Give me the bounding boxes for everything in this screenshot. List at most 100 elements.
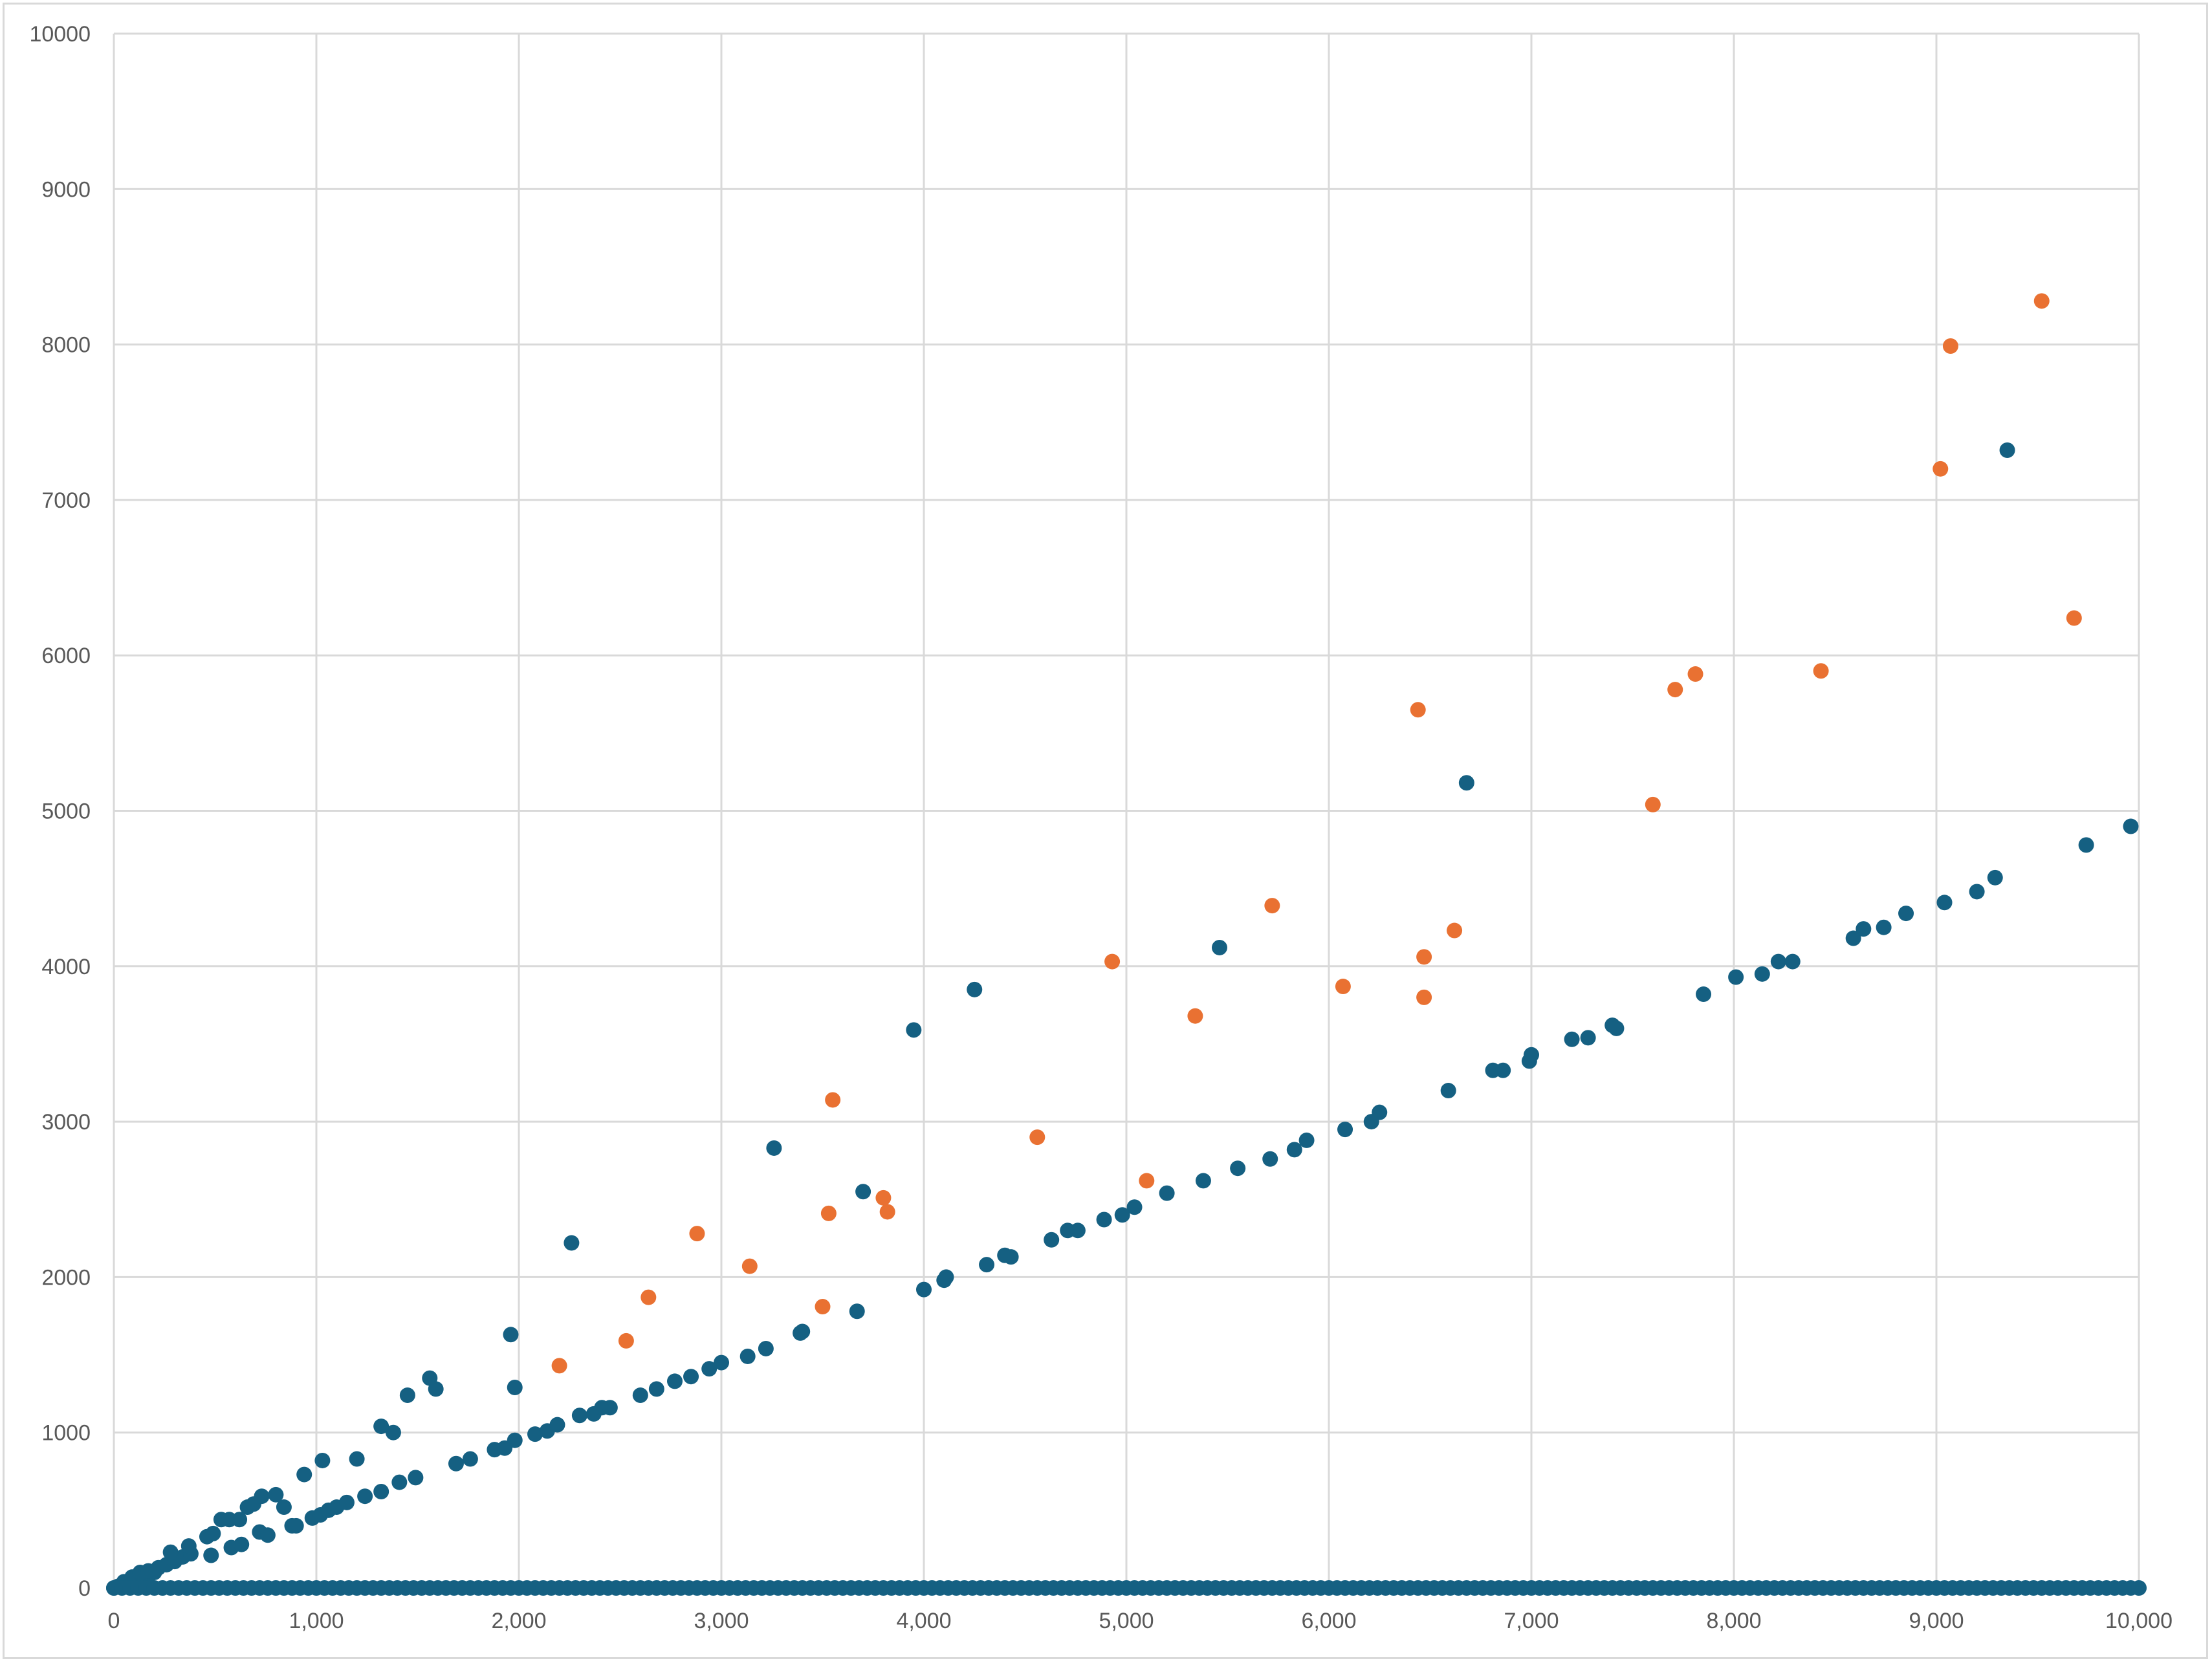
data-point (2033, 293, 2050, 309)
data-point (551, 1358, 567, 1374)
data-point (448, 1455, 464, 1472)
data-point (408, 1470, 424, 1486)
data-point (1754, 966, 1770, 982)
tick-labels: 0 1,000 2,000 3,000 4,000 5,000 6,000 7,000 8,00… (29, 22, 2173, 1633)
y-tick-label: 7000 (41, 488, 91, 513)
data-point (855, 1184, 871, 1200)
data-point (507, 1380, 523, 1396)
x-tick-label: 3,000 (694, 1609, 749, 1633)
data-point (373, 1418, 389, 1435)
data-point (462, 1451, 478, 1467)
data-point (234, 1536, 250, 1552)
data-point (1942, 338, 1958, 354)
data-point (1298, 1132, 1315, 1148)
data-point (714, 1354, 729, 1371)
data-point (641, 1289, 657, 1305)
data-point (1936, 895, 1953, 911)
data-point (1159, 1185, 1175, 1201)
data-point (564, 1235, 580, 1251)
x-tick-label: 10,000 (2105, 1609, 2173, 1633)
data-point (683, 1369, 699, 1385)
y-tick-label: 9000 (41, 177, 91, 202)
data-point (1187, 1008, 1203, 1024)
data-point (766, 1140, 782, 1156)
data-point (967, 981, 983, 997)
y-tick-label: 6000 (41, 644, 91, 668)
data-point (503, 1327, 519, 1343)
data-point (1580, 1030, 1596, 1046)
data-point (1687, 666, 1703, 682)
data-point (1096, 1212, 1112, 1228)
data-point (1416, 949, 1432, 965)
data-point (916, 1281, 932, 1298)
data-point (1440, 1083, 1456, 1099)
data-point (254, 1488, 270, 1505)
data-point (879, 1204, 895, 1220)
data-point (1416, 989, 1432, 1005)
y-tick-label: 0 (78, 1576, 91, 1601)
data-point (203, 1547, 219, 1563)
data-point (2078, 837, 2094, 853)
data-point (571, 1408, 587, 1424)
chart-frame (3, 3, 2208, 1659)
data-point (1114, 1207, 1130, 1223)
data-point (1029, 1129, 1046, 1146)
data-point (507, 1432, 523, 1448)
data-point (162, 1544, 179, 1560)
data-point (1410, 702, 1426, 718)
data-point (1495, 1062, 1511, 1078)
data-point (1264, 898, 1280, 914)
data-point (527, 1426, 543, 1442)
data-point (2123, 818, 2139, 834)
data-point (820, 1205, 837, 1221)
y-tick-label: 8000 (41, 333, 91, 358)
data-point (1728, 969, 1744, 985)
data-point (1104, 953, 1121, 970)
data-point (1813, 663, 1829, 679)
data-point (1969, 884, 1985, 900)
data-point (1784, 953, 1801, 970)
y-tick-label: 10000 (29, 22, 91, 47)
data-point (1987, 869, 2003, 886)
x-tick-label: 4,000 (896, 1609, 951, 1633)
data-point (794, 1323, 811, 1340)
data-point (2066, 610, 2082, 626)
data-point (618, 1332, 634, 1349)
data-point (1337, 1122, 1353, 1138)
data-point (1003, 1249, 1019, 1265)
data-point (689, 1226, 705, 1242)
data-point (938, 1269, 954, 1285)
data-point (1667, 682, 1683, 698)
data-point (181, 1538, 197, 1554)
y-tick-label: 3000 (41, 1110, 91, 1135)
data-point (1139, 1173, 1155, 1189)
x-tick-label: 8,000 (1706, 1609, 1761, 1633)
data-point (1564, 1031, 1580, 1047)
data-point (632, 1387, 648, 1404)
data-point (1286, 1142, 1302, 1158)
data-point (815, 1299, 831, 1315)
data-point (667, 1373, 683, 1389)
data-point (205, 1525, 221, 1541)
data-point (1211, 939, 1227, 955)
data-point (428, 1381, 444, 1397)
data-point (357, 1488, 373, 1505)
y-tick-label: 5000 (41, 799, 91, 824)
data-point (1069, 1223, 1086, 1239)
data-point (1608, 1020, 1625, 1036)
data-point (349, 1451, 365, 1467)
data-point (1645, 796, 1661, 812)
grid (113, 32, 2140, 1589)
data-point (1876, 919, 1892, 935)
x-tick-label: 1,000 (289, 1609, 344, 1633)
data-point (232, 1512, 248, 1528)
data-point (739, 1348, 756, 1364)
data-point (373, 1484, 389, 1500)
data-point (825, 1092, 841, 1108)
data-point (1458, 775, 1474, 791)
data-point (1372, 1104, 1388, 1120)
data-point (276, 1499, 292, 1516)
data-point (648, 1381, 664, 1397)
data-point (1447, 922, 1463, 939)
